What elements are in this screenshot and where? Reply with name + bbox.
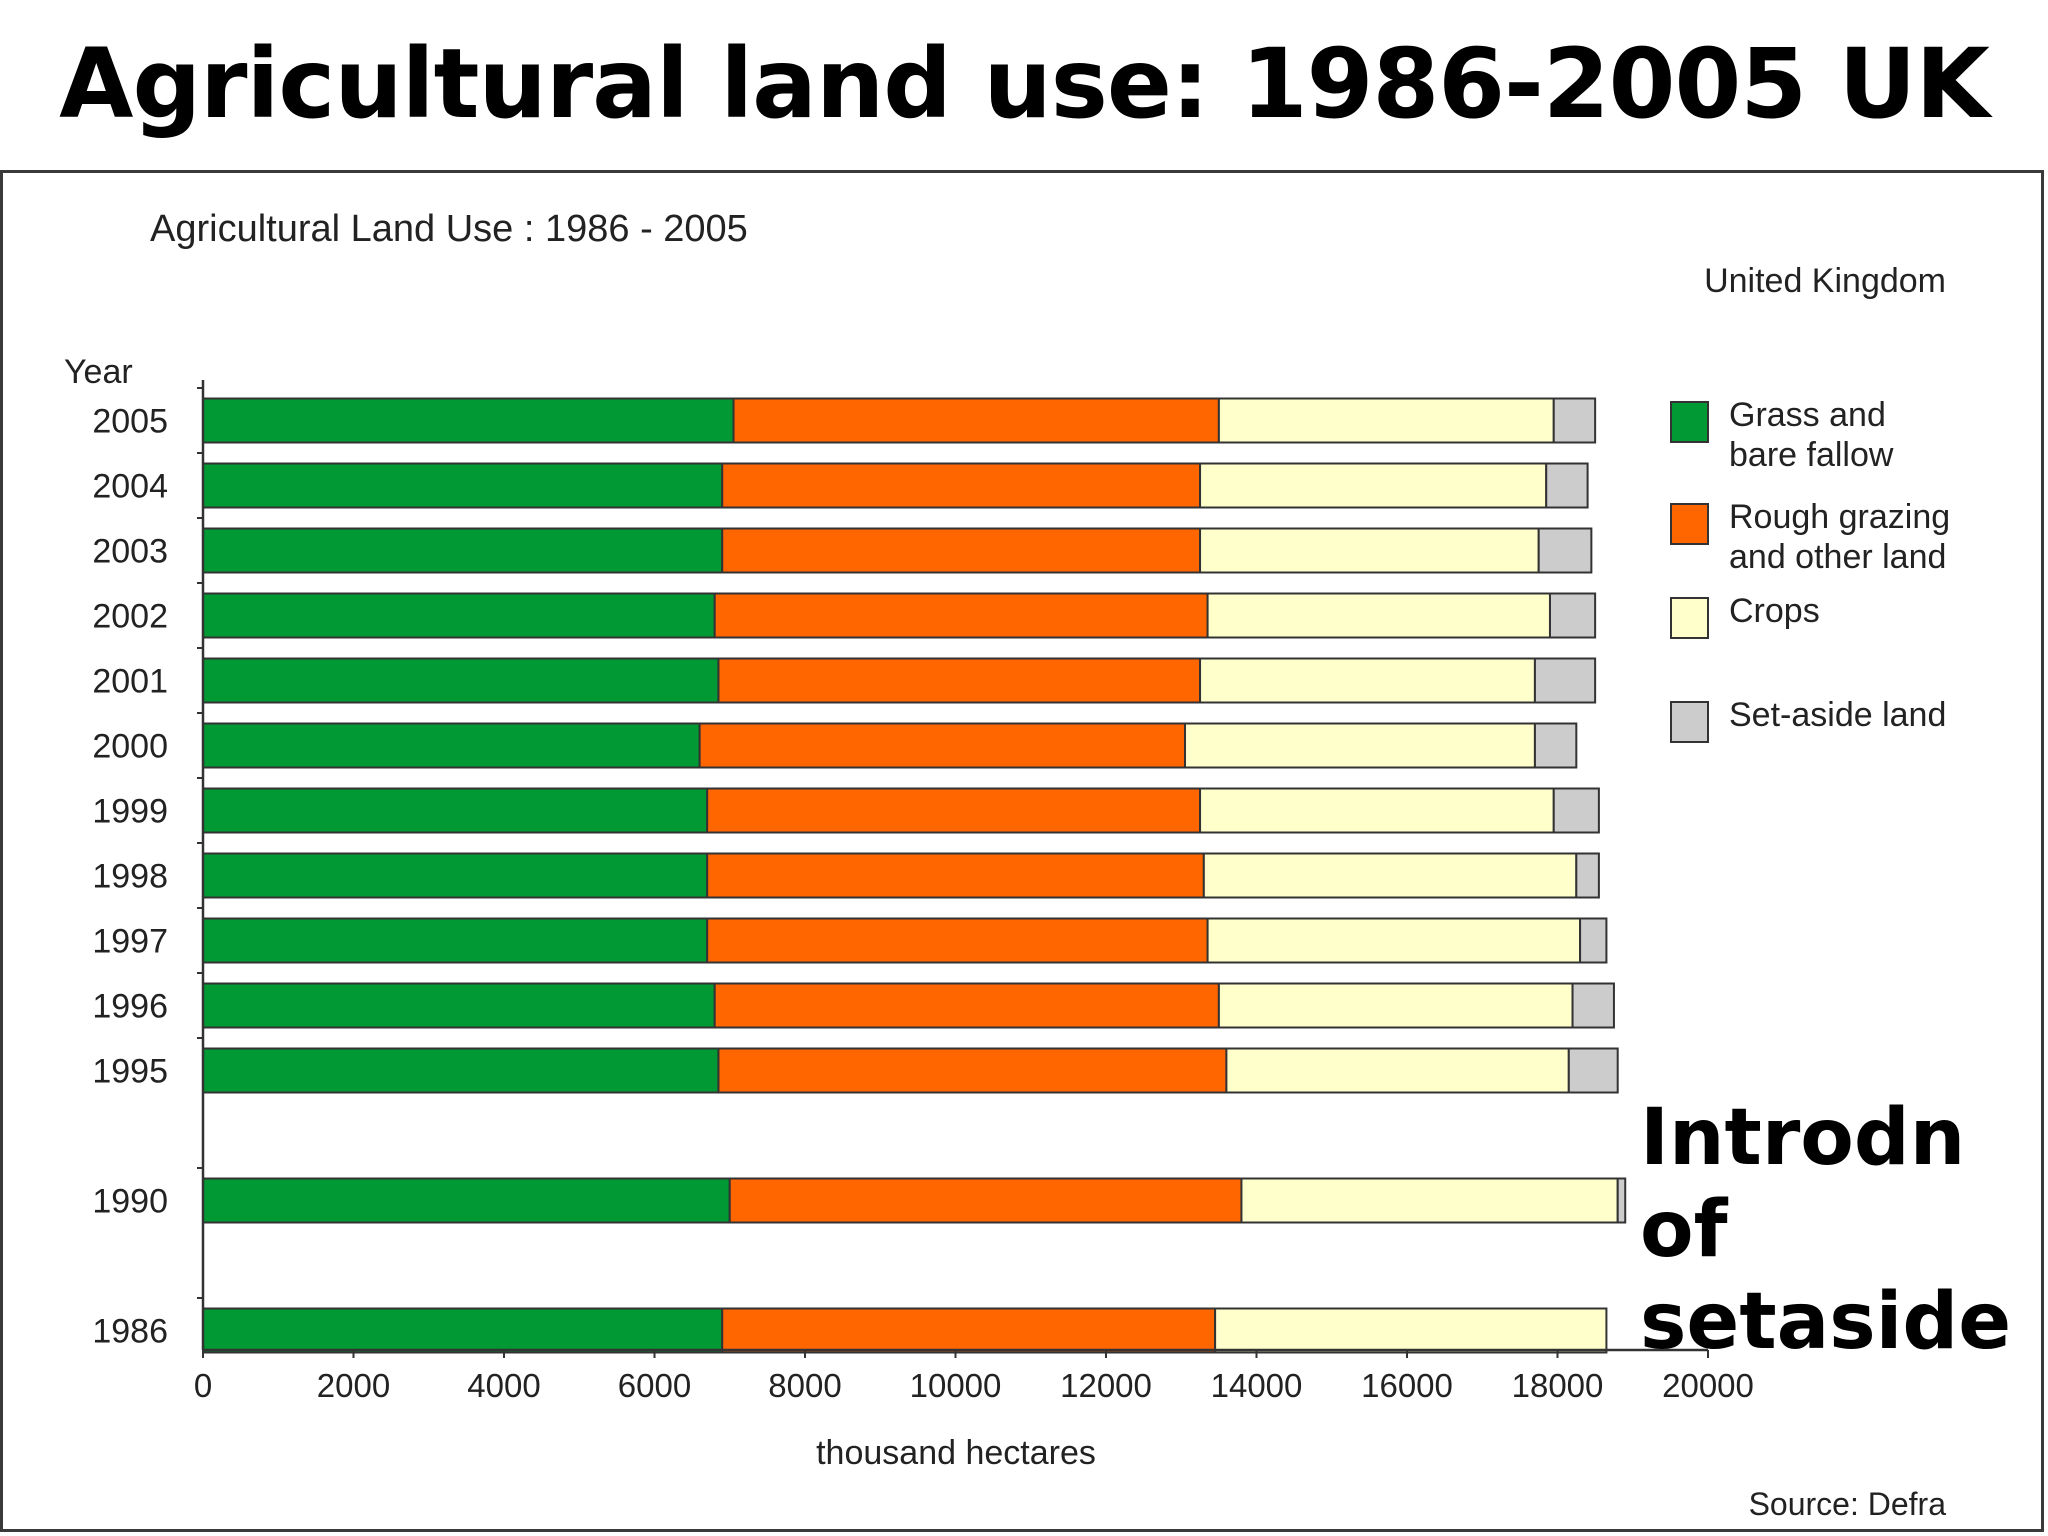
- bar-segment-2000-s0: [202, 722, 701, 769]
- bar-segment-1986-s1: [721, 1307, 1217, 1354]
- y-tick-label-2002: 2002: [92, 598, 168, 636]
- slide-title: Agricultural land use: 1986-2005 UK: [59, 28, 1990, 140]
- legend-swatch-2: [1670, 597, 1709, 639]
- chart-title: Agricultural Land Use : 1986 - 2005: [150, 208, 748, 250]
- bar-segment-2004-s3: [1545, 462, 1589, 509]
- y-tick-label-2005: 2005: [92, 403, 168, 441]
- x-tick-label-20000: 20000: [1662, 1367, 1754, 1404]
- bar-segment-2001-s3: [1533, 657, 1597, 704]
- x-tick-label-16000: 16000: [1361, 1367, 1453, 1404]
- bar-segment-1998-s3: [1575, 852, 1600, 899]
- y-tick-label-1999: 1999: [92, 793, 168, 831]
- legend-swatch-0: [1670, 401, 1709, 443]
- y-tick-label-2000: 2000: [92, 728, 168, 766]
- legend-label-3: Set-aside land: [1729, 696, 1946, 734]
- bar-segment-1998-s1: [706, 852, 1205, 899]
- y-tick-label-1996: 1996: [92, 988, 168, 1026]
- legend-label-2: Crops: [1729, 592, 1820, 630]
- chart-subtitle: United Kingdom: [1704, 262, 1946, 300]
- bar-segment-2002-s0: [202, 592, 716, 639]
- bar-segment-2002-s1: [713, 592, 1209, 639]
- bar-segment-2001-s1: [717, 657, 1202, 704]
- x-tick-label-14000: 14000: [1211, 1367, 1303, 1404]
- y-tick-label-1990: 1990: [92, 1183, 168, 1221]
- y-axis-label: Year: [64, 353, 133, 391]
- bar-segment-1995-s3: [1567, 1047, 1619, 1094]
- annotation-line-2: setaside: [1640, 1277, 2012, 1367]
- x-tick-label-12000: 12000: [1060, 1367, 1152, 1404]
- stacked-bar-chart: Agricultural Land Use : 1986 - 2005 Unit…: [64, 208, 1950, 1522]
- bar-segment-2005-s1: [732, 397, 1220, 444]
- bar-segment-1996-s1: [713, 982, 1220, 1029]
- setaside-annotation: Introdn of setaside: [1640, 1092, 2048, 1368]
- bar-segment-1997-s1: [706, 917, 1209, 964]
- bar-segment-2003-s0: [202, 527, 724, 574]
- bar-segment-1986-s2: [1214, 1307, 1608, 1354]
- bar-segment-1997-s0: [202, 917, 709, 964]
- y-tick-label-1997: 1997: [92, 923, 168, 961]
- legend-swatch-3: [1670, 701, 1709, 743]
- x-tick-label-2000: 2000: [317, 1367, 390, 1404]
- bar-segment-1998-s0: [202, 852, 709, 899]
- bar-segment-2005-s3: [1552, 397, 1597, 444]
- y-tick-label-1986: 1986: [92, 1313, 168, 1351]
- x-tick-label-10000: 10000: [910, 1367, 1002, 1404]
- axes-group: 2005 2004 2003 2002 2001 2000 1999 1998 1997 1996…: [92, 380, 1754, 1404]
- bar-segment-1990-s3: [1616, 1177, 1627, 1224]
- x-axis-label: thousand hectares: [816, 1434, 1096, 1472]
- x-tick-label-0: 0: [194, 1367, 212, 1404]
- chart-frame: [0, 170, 2044, 1532]
- y-tick-label-1995: 1995: [92, 1053, 168, 1091]
- bar-segment-2004-s2: [1199, 462, 1548, 509]
- bar-segment-2000-s2: [1184, 722, 1536, 769]
- bar-segment-1999-s3: [1552, 787, 1600, 834]
- bar-segment-2004-s1: [721, 462, 1202, 509]
- bar-segment-1999-s2: [1199, 787, 1555, 834]
- bar-segment-1999-s1: [706, 787, 1202, 834]
- bar-segment-1997-s3: [1579, 917, 1608, 964]
- bar-segment-2002-s3: [1548, 592, 1597, 639]
- bar-segment-2005-s0: [202, 397, 735, 444]
- bar-segment-2004-s0: [202, 462, 724, 509]
- bar-segment-2003-s2: [1199, 527, 1540, 574]
- bar-segment-1986-s0: [202, 1307, 724, 1354]
- y-tick-label-2001: 2001: [92, 663, 168, 701]
- bar-segment-1990-s2: [1240, 1177, 1619, 1224]
- y-tick-label-2004: 2004: [92, 468, 168, 506]
- x-tick-label-18000: 18000: [1512, 1367, 1604, 1404]
- legend-label-0: bare fallow: [1729, 436, 1894, 474]
- bar-segment-2000-s1: [698, 722, 1187, 769]
- bars-group: [202, 397, 1627, 1354]
- bar-segment-1995-s1: [717, 1047, 1228, 1094]
- bar-segment-1995-s2: [1225, 1047, 1570, 1094]
- bar-segment-2000-s3: [1533, 722, 1578, 769]
- source-note: Source: Defra: [1749, 1486, 1947, 1522]
- bar-segment-2003-s1: [721, 527, 1202, 574]
- bar-segment-1990-s1: [728, 1177, 1243, 1224]
- bar-segment-2003-s3: [1537, 527, 1593, 574]
- bar-segment-1996-s3: [1571, 982, 1615, 1029]
- bar-segment-1996-s0: [202, 982, 716, 1029]
- annotation-line-1: Introdn of: [1640, 1093, 1966, 1275]
- bar-segment-1997-s2: [1206, 917, 1582, 964]
- legend-swatch-1: [1670, 503, 1709, 545]
- bar-segment-1990-s0: [202, 1177, 731, 1224]
- bar-segment-2001-s2: [1199, 657, 1536, 704]
- legend-label-1: Rough grazing: [1729, 498, 1950, 536]
- legend-label-0: Grass and: [1729, 396, 1886, 434]
- x-tick-label-6000: 6000: [618, 1367, 691, 1404]
- x-tick-label-8000: 8000: [768, 1367, 841, 1404]
- y-tick-label-2003: 2003: [92, 533, 168, 571]
- bar-segment-2005-s2: [1217, 397, 1555, 444]
- bar-segment-1996-s2: [1217, 982, 1574, 1029]
- bar-segment-1998-s2: [1202, 852, 1578, 899]
- y-tick-label-1998: 1998: [92, 858, 168, 896]
- bar-segment-1995-s0: [202, 1047, 720, 1094]
- legend-label-1: and other land: [1729, 538, 1946, 576]
- bar-segment-2002-s2: [1206, 592, 1551, 639]
- x-tick-label-4000: 4000: [467, 1367, 540, 1404]
- bar-segment-1999-s0: [202, 787, 709, 834]
- bar-segment-2001-s0: [202, 657, 720, 704]
